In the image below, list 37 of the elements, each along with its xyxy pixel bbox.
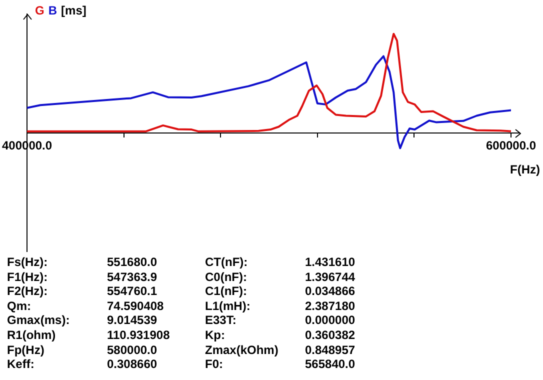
x-tick-label: 600000.0 <box>486 138 536 153</box>
text: Zmax(kOhm) <box>205 342 280 358</box>
text: 547363.9 <box>107 270 158 284</box>
text: Gmax(ms): <box>7 313 71 328</box>
text: R1(ohm) <box>7 328 57 343</box>
text: 565840.0 <box>305 357 356 372</box>
text: F0: <box>205 357 224 372</box>
y-axis-title: [ms] <box>61 3 86 18</box>
text: 0.000000 <box>305 313 356 328</box>
text: 554760.1 <box>107 284 158 299</box>
text: 0.034866 <box>305 284 356 299</box>
text: F1(Hz): <box>7 270 49 284</box>
text: 0.360382 <box>305 328 356 343</box>
text: F2(Hz): <box>7 284 49 299</box>
text: CT(nF): <box>205 255 249 270</box>
text: Fs(Hz): <box>7 255 49 270</box>
x-axis-title: F(Hz) <box>510 162 540 176</box>
text: 9.014539 <box>107 313 158 328</box>
text: 0.848957 <box>305 342 356 358</box>
text: 2.387180 <box>305 298 356 314</box>
text: G <box>35 3 44 18</box>
text: C0(nF): <box>205 270 248 284</box>
text: Qm: <box>7 298 32 314</box>
text: 74.590408 <box>107 298 165 314</box>
text: E33T: <box>205 313 238 328</box>
text: 551680.0 <box>107 255 158 270</box>
text: C1(nF): <box>205 284 248 299</box>
text: 0.308660 <box>107 357 158 372</box>
text: B <box>48 3 58 18</box>
text: Kp: <box>205 328 226 343</box>
text: Fp(Hz) <box>7 342 46 358</box>
text: Keff: <box>7 357 36 372</box>
text: L1(mH): <box>205 298 252 314</box>
text: 1.431610 <box>305 255 356 270</box>
text: 110.931908 <box>107 328 171 343</box>
text: 580000.0 <box>107 342 158 358</box>
text: 1.396744 <box>305 270 356 284</box>
